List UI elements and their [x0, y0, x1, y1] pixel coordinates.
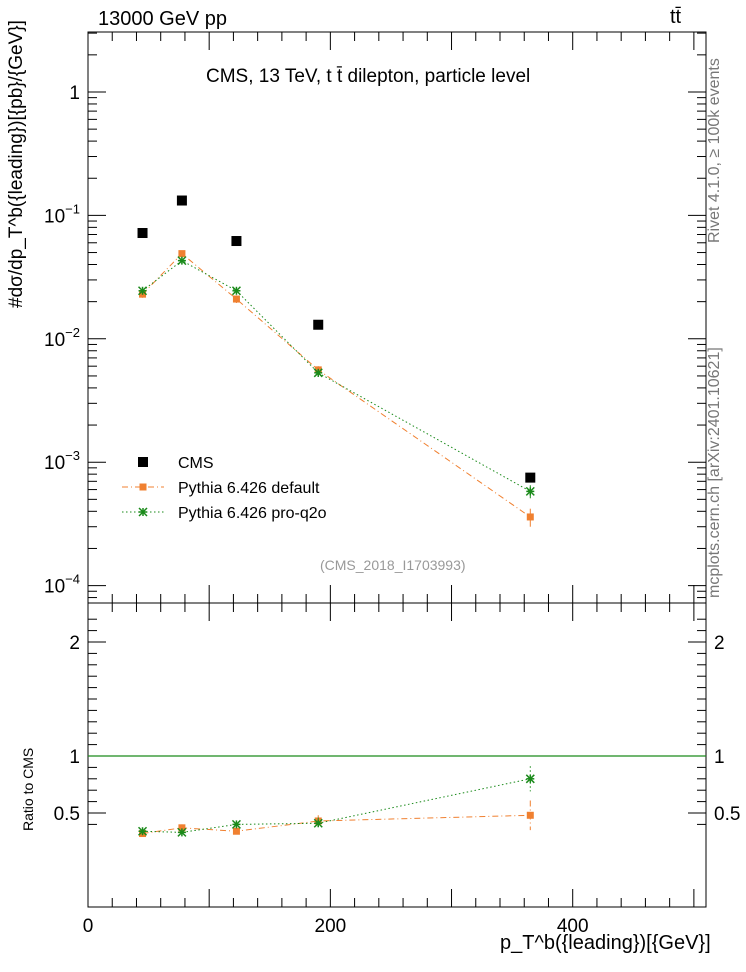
- ratio-point: [178, 824, 186, 832]
- ratio-plot-frame: [87, 602, 707, 908]
- chart-title: CMS, 13 TeV, t t̄ dilepton, particle lev…: [206, 66, 531, 87]
- series-line: [142, 260, 531, 492]
- data-point: [313, 319, 324, 330]
- ratio-line: [142, 778, 531, 833]
- legend-marker: [138, 507, 148, 517]
- data-point: [232, 295, 240, 303]
- ratio-series-pythia-6-426-pro-q2o: [137, 766, 535, 837]
- ratio-point: [177, 827, 187, 837]
- energy-label: 13000 GeV pp: [98, 8, 227, 30]
- data-point: [137, 286, 148, 296]
- y-tick-label: 10−1: [44, 201, 80, 227]
- legend-marker: [139, 483, 147, 491]
- legend-label: Pythia 6.426 pro-q2o: [178, 505, 327, 522]
- x-tick-label: 400: [557, 916, 589, 937]
- y-tick-label: 10−4: [44, 572, 80, 598]
- legend-marker: [138, 457, 148, 467]
- ratio-y-tick-label: 2: [69, 633, 80, 654]
- y-tick-label: 10−2: [44, 325, 80, 351]
- series-pythia-6-426-pro-q2o: [137, 256, 535, 499]
- series-cms: [137, 195, 536, 483]
- ratio-point: [232, 827, 240, 835]
- ratio-y-tick-label-right: 2: [714, 633, 725, 654]
- ratio-point: [313, 818, 323, 828]
- ratio-point: [525, 774, 535, 784]
- ratio-series-pythia-6-426-default: [139, 800, 534, 838]
- ratio-y-tick-label: 1: [69, 747, 80, 768]
- ratio-y-tick-label-right: 0.5: [714, 804, 740, 825]
- data-point: [525, 486, 535, 496]
- data-point: [137, 228, 148, 239]
- ratio-point: [231, 819, 241, 829]
- data-point: [525, 472, 536, 483]
- ratio-point: [137, 826, 148, 836]
- ratio-y-tick-label: 0.5: [54, 804, 80, 825]
- data-point: [313, 368, 323, 378]
- process-label: tt̄: [670, 6, 682, 28]
- ratio-y-tick-label-right: 1: [714, 747, 725, 768]
- data-point: [231, 236, 242, 247]
- data-point: [526, 513, 534, 521]
- x-tick-label: 0: [83, 916, 94, 937]
- x-axis-label: p_T^b({leading})[{GeV}]: [500, 932, 711, 954]
- legend-label: CMS: [178, 455, 214, 472]
- y-tick-label: 10−3: [44, 448, 80, 474]
- data-point: [177, 256, 187, 266]
- legend: CMS Pythia 6.426 default Pythia 6.426 pro-…: [122, 455, 327, 522]
- data-point: [231, 286, 241, 296]
- data-point: [176, 195, 187, 206]
- series-line: [142, 252, 531, 518]
- ratio-line: [142, 814, 531, 835]
- ratio-point: [526, 811, 534, 819]
- legend-label: Pythia 6.426 default: [178, 480, 320, 497]
- y-tick-label: 1: [69, 83, 80, 104]
- analysis-id-label: (CMS_2018_I1703993): [320, 557, 466, 573]
- x-tick-label: 200: [315, 916, 347, 937]
- data-point: [178, 250, 186, 258]
